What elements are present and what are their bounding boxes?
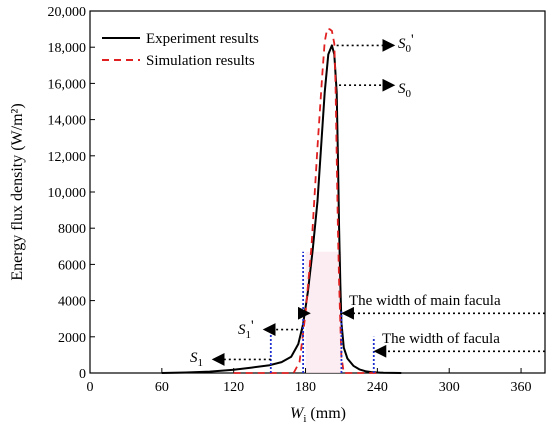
s0-prime-sub: 0 (406, 43, 412, 55)
series-line-experiment (161, 44, 402, 374)
y-tick-label: 10,000 (48, 186, 87, 201)
s0-sub: 0 (406, 88, 412, 100)
x-axis-label-sub: i (303, 413, 306, 425)
facula-width-label: The width of facula (382, 331, 500, 347)
s1-label: S1 (190, 350, 203, 369)
x-axis-label-unit: (mm) (306, 405, 346, 422)
y-tick-label: 20,000 (48, 5, 87, 20)
y-tick-label: 2000 (58, 331, 86, 346)
s1-base: S (190, 350, 198, 366)
legend-label-simulation: Simulation results (146, 53, 255, 69)
x-tick-label: 180 (295, 380, 316, 395)
y-axis: 0 2000 4000 6000 8000 10,000 12,000 14,000 16,00… (48, 5, 95, 382)
x-tick-label: 0 (87, 380, 94, 395)
main-facula-width-label: The width of main facula (349, 293, 501, 309)
main-facula-shade (305, 251, 342, 373)
annotation-layer (211, 38, 545, 373)
y-tick-label: 14,000 (48, 114, 87, 129)
s0-prime-mark: ' (411, 32, 414, 48)
y-tick-label: 16,000 (48, 77, 87, 92)
s1-prime-label: S1' (238, 318, 254, 341)
x-axis-label-main: W (290, 405, 305, 422)
y-axis-label: Energy flux density (W/m²) (9, 103, 26, 280)
s0-base: S (398, 81, 406, 97)
x-tick-label: 60 (155, 380, 169, 395)
x-tick-label: 120 (223, 380, 244, 395)
series-line-simulation (233, 28, 378, 374)
x-tick-label: 360 (511, 380, 532, 395)
shade-layer (305, 251, 342, 373)
y-tick-label: 4000 (58, 295, 86, 310)
legend: Experiment results Simulation results (102, 31, 259, 69)
y-tick-label: 6000 (58, 258, 86, 273)
s0-prime-label: S0' (398, 32, 414, 55)
y-tick-label: 8000 (58, 222, 86, 237)
s1-sub: 1 (198, 357, 204, 369)
x-tick-label: 300 (439, 380, 460, 395)
x-tick-label: 240 (367, 380, 388, 395)
s1-prime-base: S (238, 322, 246, 338)
y-tick-label: 12,000 (48, 150, 87, 165)
series-layer (161, 28, 402, 374)
s1-prime-mark: ' (251, 318, 254, 334)
s0-label: S0 (398, 81, 412, 100)
s1-prime-sub: 1 (246, 329, 252, 341)
y-tick-label: 18,000 (48, 41, 87, 56)
x-axis-label: Wi (mm) (290, 405, 346, 425)
y-tick-label: 0 (79, 367, 86, 382)
legend-label-experiment: Experiment results (146, 31, 259, 47)
s0-prime-base: S (398, 36, 406, 52)
